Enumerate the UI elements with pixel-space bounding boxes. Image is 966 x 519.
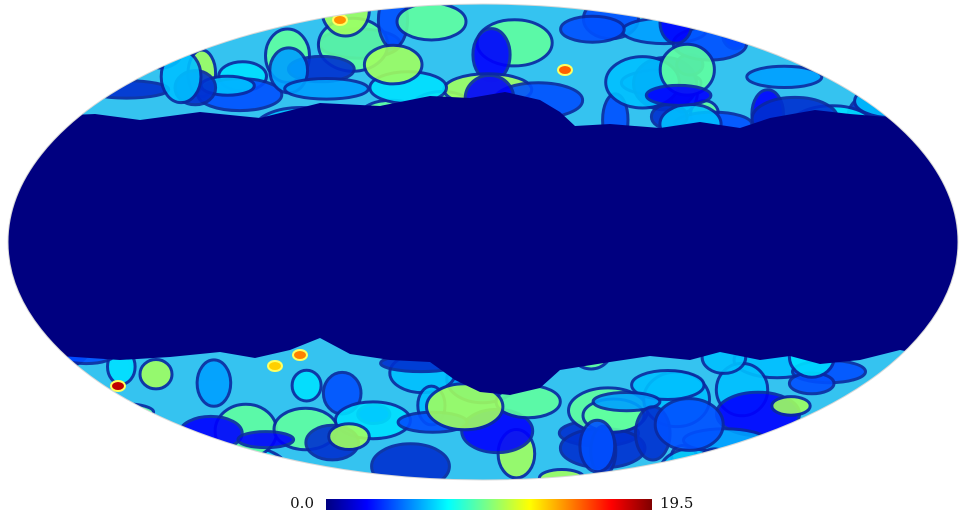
field-blob: [559, 14, 626, 44]
field-blob: [893, 83, 958, 125]
field-blob: [821, 447, 877, 480]
field-blob: [82, 79, 171, 100]
colorbar-min-label: 0.0: [290, 494, 314, 512]
field-blob: [871, 411, 942, 439]
field-blob: [138, 358, 174, 391]
field-blob: [770, 395, 812, 417]
field-blob: [658, 4, 694, 45]
field-blob: [815, 438, 857, 480]
field-blob: [19, 6, 52, 30]
field-blob: [789, 450, 866, 480]
field-blob: [796, 435, 879, 480]
field-blob: [27, 428, 99, 465]
field-blob: [876, 52, 912, 80]
sky-map: [7, 3, 959, 481]
field-blob: [807, 17, 881, 54]
hot-spot: [812, 412, 828, 424]
field-blob: [8, 398, 62, 424]
field-blob: [804, 440, 853, 478]
field-blob: [362, 43, 424, 86]
hot-spot: [557, 64, 573, 76]
field-blob: [178, 414, 244, 452]
field-blob: [290, 368, 323, 403]
field-blob: [8, 75, 59, 124]
field-blob: [23, 416, 79, 468]
field-blob: [851, 13, 923, 39]
field-blob: [195, 358, 233, 408]
map-outline: [7, 3, 959, 481]
field-blob: [121, 437, 194, 480]
field-blob: [726, 465, 759, 480]
field-blob: [283, 77, 370, 101]
field-blob: [265, 472, 296, 480]
field-blob: [745, 64, 824, 90]
field-blob: [926, 391, 958, 432]
field-blob: [895, 419, 958, 471]
field-blob: [838, 451, 897, 480]
field-blob: [818, 418, 872, 452]
field-blob: [578, 418, 617, 474]
field-blob: [659, 446, 732, 480]
field-blob: [8, 65, 55, 92]
field-blob: [862, 451, 955, 480]
field-blob: [9, 448, 45, 478]
field-blob: [630, 369, 706, 401]
field-blob: [61, 415, 116, 453]
field-blob: [8, 4, 32, 13]
field-blob: [692, 447, 736, 480]
masked-region: [8, 92, 958, 395]
field-blob: [901, 467, 932, 480]
mollweide-projection: [7, 3, 959, 481]
field-blob: [8, 106, 24, 134]
field-blob: [141, 4, 188, 33]
map-content: [8, 4, 958, 480]
field-blob: [644, 83, 713, 107]
field-blob: [753, 446, 784, 476]
field-blob: [153, 432, 204, 480]
field-blob: [201, 445, 288, 480]
hot-spot: [110, 380, 126, 392]
field-blob: [8, 403, 64, 448]
field-blob: [8, 344, 72, 394]
colorbar-gradient: [326, 499, 652, 510]
field-blob: [8, 55, 23, 105]
field-blob: [833, 5, 895, 25]
field-blob: [236, 430, 296, 450]
colorbar-max-label: 19.5: [660, 494, 694, 512]
field-blob: [93, 402, 156, 422]
hot-spot: [332, 14, 348, 26]
field-blob: [726, 4, 816, 39]
field-blob: [327, 422, 371, 452]
field-blob: [591, 391, 662, 413]
field-blob: [395, 4, 468, 42]
field-blob: [899, 58, 958, 89]
field-blob: [18, 4, 101, 59]
field-blob: [871, 4, 908, 18]
hot-spot: [292, 349, 308, 361]
field-blob: [924, 28, 958, 86]
field-blob: [786, 420, 881, 453]
field-blob: [8, 461, 32, 480]
colorbar: 0.0 19.5: [0, 490, 966, 516]
field-blob: [537, 468, 586, 480]
hot-spot: [267, 360, 283, 372]
field-blob: [653, 397, 725, 452]
